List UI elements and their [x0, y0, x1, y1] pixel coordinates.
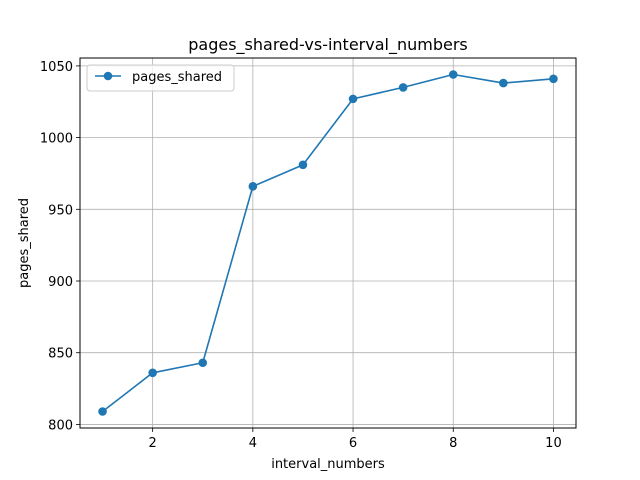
- data-point: [448, 70, 458, 79]
- x-tick-label: 10: [545, 436, 562, 451]
- chart-title: pages_shared-vs-interval_numbers: [188, 35, 468, 55]
- series-layer: [98, 70, 558, 416]
- data-point: [198, 358, 208, 368]
- y-tick-label: 1000: [40, 132, 73, 147]
- y-tick-label: 900: [48, 275, 73, 290]
- legend-label: pages_shared: [132, 70, 222, 85]
- x-axis-label: interval_numbers: [271, 457, 385, 472]
- legend-marker-swatch: [103, 71, 113, 81]
- data-point: [248, 182, 258, 191]
- axis-ticks: 2 4 6 8 10 800 850 900 950 1000 1050: [40, 60, 562, 451]
- data-point: [148, 368, 157, 378]
- legend: pages_shared: [86, 64, 235, 92]
- grid-lines: [80, 58, 576, 428]
- x-tick-label: 8: [449, 436, 457, 451]
- data-point: [499, 78, 508, 88]
- y-tick-label: 850: [48, 347, 73, 362]
- data-point: [348, 94, 358, 104]
- data-point: [298, 160, 308, 170]
- data-point: [98, 407, 107, 416]
- plot-area: [80, 58, 576, 428]
- data-point: [398, 83, 408, 92]
- plot-frame: [79, 57, 577, 429]
- x-tick-label: 2: [149, 436, 157, 451]
- y-tick-label: 950: [48, 203, 73, 218]
- x-tick-label: 6: [349, 436, 357, 451]
- y-axis-label: pages_shared: [17, 198, 32, 288]
- y-tick-label: 800: [48, 418, 73, 433]
- data-point: [549, 74, 558, 84]
- x-tick-label: 4: [249, 436, 257, 451]
- series-line: [102, 73, 554, 413]
- legend-box: [86, 64, 235, 92]
- y-tick-label: 1050: [40, 60, 73, 75]
